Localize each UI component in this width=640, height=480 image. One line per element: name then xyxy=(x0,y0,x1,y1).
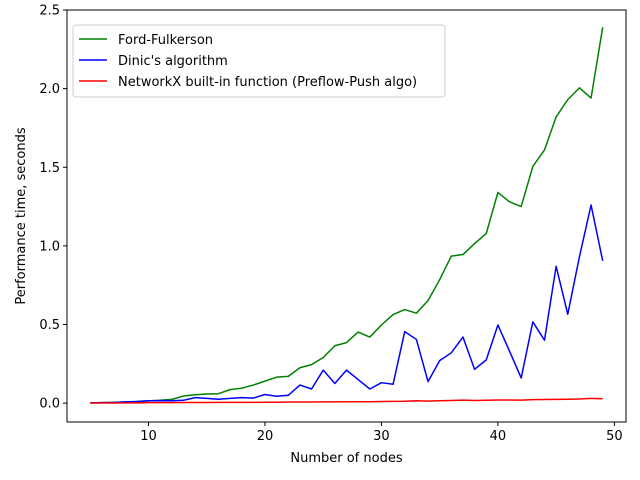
y-tick-label: 2.5 xyxy=(39,4,60,19)
legend-entry-dinics-algorithm: Dinic's algorithm xyxy=(79,54,228,69)
y-tick-label: 1.5 xyxy=(39,161,60,176)
legend-entry-networkx-preflow-push: NetworkX built-in function (Preflow-Push… xyxy=(79,75,417,90)
x-tick-label: 30 xyxy=(373,429,390,444)
series-line-ford-fulkerson xyxy=(90,27,604,404)
legend-entry-ford-fulkerson: Ford-Fulkerson xyxy=(79,33,213,48)
legend-label-dinics-algorithm: Dinic's algorithm xyxy=(118,54,228,69)
y-tick-label: 0.5 xyxy=(39,318,60,333)
y-tick-label: 0.0 xyxy=(39,397,60,412)
y-tick-label: 1.0 xyxy=(39,239,60,254)
x-axis-label: Number of nodes xyxy=(290,451,402,466)
x-tick-label: 50 xyxy=(606,429,623,444)
axis-ticks: 10 20 30 40 50 0.0 0.5 1.0 1.5 2.0 2.5 xyxy=(39,4,622,445)
plot-lines xyxy=(90,27,604,404)
legend-label-ford-fulkerson: Ford-Fulkerson xyxy=(118,33,213,48)
plot-frame xyxy=(66,9,627,423)
y-axis-label: Performance time, seconds xyxy=(14,127,29,305)
legend: Ford-Fulkerson Dinic's algorithm Network… xyxy=(72,24,446,98)
legend-label-networkx-preflow-push: NetworkX built-in function (Preflow-Push… xyxy=(118,75,417,90)
y-tick-label: 2.0 xyxy=(39,82,60,97)
x-tick-label: 40 xyxy=(490,429,507,444)
legend-box xyxy=(72,24,446,98)
series-line-networkx-built-in-function-preflow-push-algo xyxy=(90,397,603,404)
x-tick-label: 20 xyxy=(257,429,274,444)
series-line-dinic-s-algorithm xyxy=(90,204,604,404)
x-tick-label: 10 xyxy=(140,429,157,444)
